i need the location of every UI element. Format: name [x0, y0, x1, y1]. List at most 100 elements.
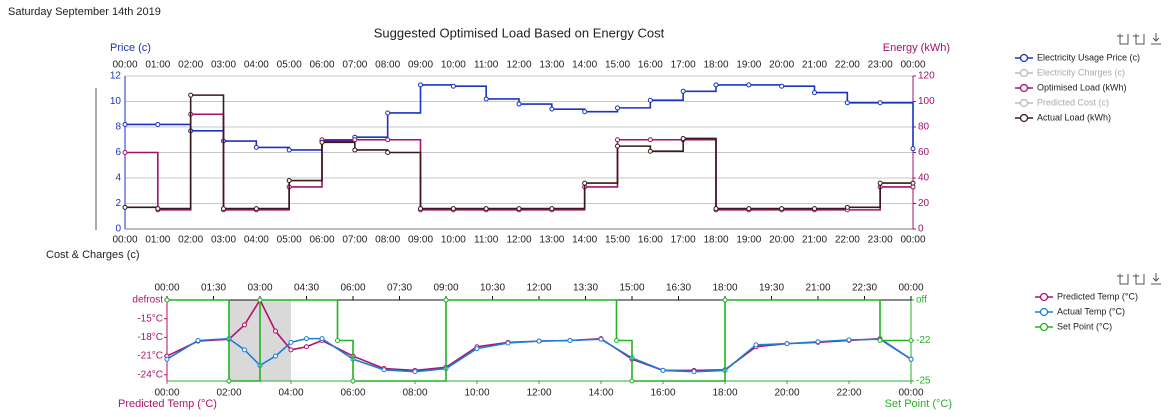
y2-tick-label: 80 — [918, 122, 930, 133]
point — [844, 100, 850, 106]
x-tick-label: 10:00 — [464, 388, 489, 399]
point — [418, 206, 423, 212]
legend-label[interactable]: Electricity Usage Price (c) — [1037, 52, 1140, 62]
x-tick-label: 00:00 — [112, 235, 137, 246]
x-tick-label: 17:00 — [671, 235, 696, 246]
series-line — [166, 298, 912, 372]
point — [815, 339, 821, 345]
point — [877, 338, 883, 343]
x-tick-label: 09:00 — [408, 235, 433, 246]
x-tick-label-top: 11:00 — [474, 60, 499, 71]
y2-tick-label: 0 — [918, 224, 924, 235]
point — [713, 82, 719, 88]
y2-tick-label: 40 — [918, 173, 930, 184]
x-tick-label: 00:00 — [900, 235, 925, 246]
legend-label[interactable]: Actual Temp (°C) — [1057, 306, 1125, 316]
point — [908, 338, 914, 343]
point — [516, 101, 522, 107]
x-tick-label-top: 18:00 — [703, 60, 728, 71]
icon[interactable] — [1151, 33, 1161, 45]
point — [350, 378, 356, 384]
point — [615, 137, 620, 143]
point — [155, 206, 161, 212]
point — [257, 297, 263, 303]
point — [846, 337, 852, 343]
point — [812, 206, 817, 212]
x2-tick-label: 19:30 — [759, 283, 784, 294]
point — [288, 347, 294, 353]
legend-label[interactable]: Predicted Temp (°C) — [1057, 291, 1138, 301]
x-tick-label-top: 23:00 — [868, 60, 893, 71]
point — [385, 110, 391, 116]
x2-tick-label: 03:00 — [247, 283, 272, 294]
y2-axis-label: Set Point (°C) — [885, 398, 952, 410]
y-tick-label: -21°C — [137, 351, 163, 362]
point — [319, 139, 325, 145]
x-tick-label-top: 01:00 — [145, 60, 170, 71]
x-tick-label: 21:00 — [802, 235, 827, 246]
x2-tick-label: 18:00 — [712, 283, 737, 294]
y-tick-label: 10 — [110, 96, 122, 107]
legend-label[interactable]: Electricity Charges (c) — [1037, 67, 1125, 77]
x-tick-label: 06:00 — [340, 388, 365, 399]
point — [722, 297, 728, 303]
x-tick-label-top: 04:00 — [244, 60, 269, 71]
point — [164, 356, 170, 362]
point — [536, 338, 542, 344]
x-tick-label: 20:00 — [774, 388, 799, 399]
icon[interactable] — [1133, 34, 1145, 45]
point — [615, 105, 620, 111]
point — [412, 369, 418, 375]
x2-tick-label: 00:00 — [154, 283, 179, 294]
x-tick-label: 02:00 — [216, 388, 241, 399]
y-tick-label: 6 — [115, 147, 121, 158]
point — [304, 344, 309, 350]
point — [122, 150, 128, 155]
y-axis-label: Predicted Temp (°C) — [118, 398, 217, 410]
y2-tick-label: -22 — [916, 335, 931, 346]
x-tick-label: 19:00 — [736, 235, 761, 246]
x-tick-label: 04:00 — [278, 388, 303, 399]
point — [516, 206, 522, 212]
legend-marker — [1039, 307, 1049, 317]
x2-tick-label: 09:00 — [433, 283, 458, 294]
x-tick-label-top: 19:00 — [736, 60, 761, 71]
point — [746, 82, 752, 88]
point — [844, 204, 850, 210]
icon[interactable] — [1133, 274, 1145, 285]
x-tick-label: 02:00 — [178, 235, 203, 246]
point — [615, 143, 620, 149]
point — [746, 206, 752, 212]
point — [385, 150, 391, 155]
point — [908, 356, 914, 362]
icon[interactable] — [1117, 34, 1129, 45]
point — [660, 367, 666, 373]
x-tick-label-top: 10:00 — [441, 60, 466, 71]
point — [385, 137, 391, 143]
legend-label[interactable]: Set Point (°C) — [1057, 321, 1112, 331]
y-tick-label: 0 — [115, 224, 121, 235]
x-tick-label: 18:00 — [703, 235, 728, 246]
point — [753, 342, 759, 348]
x-tick-label-top: 14:00 — [572, 60, 597, 71]
point — [614, 338, 619, 343]
y-tick-label: 4 — [115, 173, 121, 184]
point — [647, 97, 653, 103]
point — [713, 206, 719, 212]
point — [253, 206, 259, 212]
y-axis-label: Price (c) — [110, 42, 151, 54]
x-tick-label: 16:00 — [638, 235, 663, 246]
icon[interactable] — [1151, 273, 1161, 285]
legend-label[interactable]: Actual Load (kWh) — [1037, 112, 1111, 122]
point — [582, 109, 588, 115]
x-tick-label-top: 13:00 — [539, 60, 564, 71]
point — [549, 106, 555, 112]
legend-label[interactable]: Optimised Load (kWh) — [1037, 82, 1127, 92]
icon[interactable] — [1117, 274, 1129, 285]
x-tick-label: 18:00 — [712, 388, 737, 399]
point — [304, 336, 309, 342]
x-tick-label: 07:00 — [342, 235, 367, 246]
legend-label[interactable]: Predicted Cost (c) — [1037, 97, 1109, 107]
x-tick-label-top: 22:00 — [835, 60, 860, 71]
point — [483, 206, 489, 212]
